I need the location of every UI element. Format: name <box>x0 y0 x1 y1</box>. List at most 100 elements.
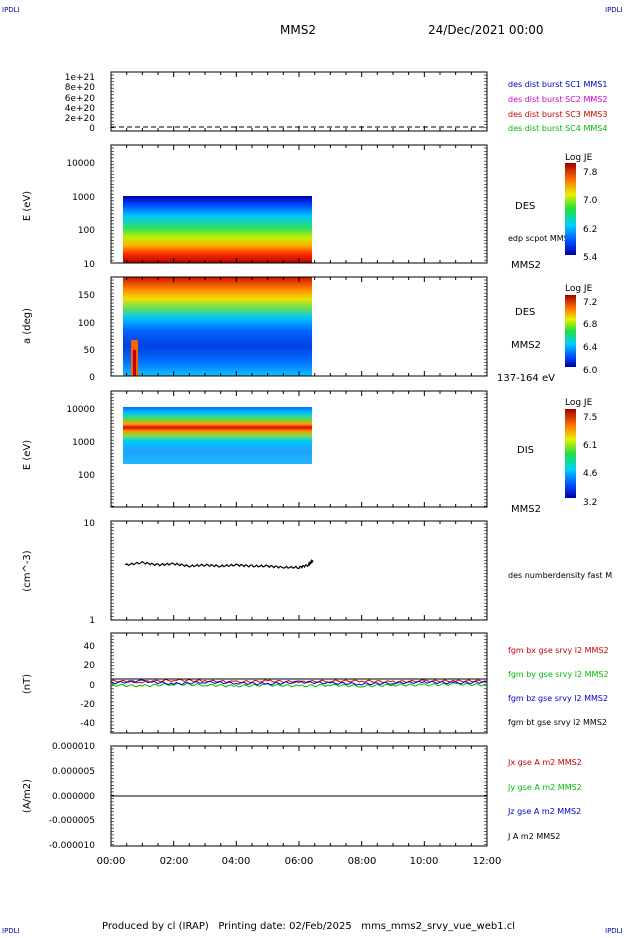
colorbar-tick: 6.2 <box>583 225 597 235</box>
panel-density: (cm^-3) 10 1 des numberdensity fast M <box>22 519 612 626</box>
y-tick-label: 10000 <box>66 405 95 415</box>
y-tick-label: 20 <box>84 661 96 671</box>
legend-jy: Jy gse A m2 MMS2 <box>507 783 582 792</box>
legend-jx: Jx gse A m2 MMS2 <box>507 758 582 767</box>
x-tick-label: 02:00 <box>160 856 189 867</box>
y-tick-label: 1e+21 <box>65 73 95 83</box>
colorbar-tick: 7.2 <box>583 298 597 308</box>
y-tick-label: 6e+20 <box>65 94 96 104</box>
density-trace <box>124 558 314 570</box>
panel-burst-flags: 1e+21 8e+20 6e+20 4e+20 2e+20 0 des dist… <box>65 73 608 134</box>
y-tick-label: 10000 <box>66 159 95 169</box>
legend-sc4: des dist burst SC4 MMS4 <box>508 124 607 133</box>
des-pitch-spectrogram <box>123 277 312 376</box>
y-tick-label: -0.000005 <box>49 816 95 826</box>
panel-des-energy: E (eV) 10000 1000 100 10 DES edp scpot M… <box>22 153 598 271</box>
date-time-title: 24/Dec/2021 00:00 <box>428 23 544 37</box>
y-tick-label: 1000 <box>72 193 95 203</box>
colorbar-title: Log JE <box>565 284 593 294</box>
panel-frame <box>110 520 488 621</box>
spacecraft-label: MMS2 <box>511 504 541 515</box>
y-tick-label: 0 <box>89 373 95 383</box>
legend-density: des numberdensity fast M <box>508 571 612 580</box>
instrument-label: DES <box>515 201 535 212</box>
y-tick-label: -0.000010 <box>49 841 95 851</box>
x-tick-label: 12:00 <box>473 856 502 867</box>
spacecraft-label: MMS2 <box>511 260 541 271</box>
colorbar-tick: 6.0 <box>583 366 598 376</box>
colorbar-title: Log JE <box>565 398 593 408</box>
panel-magnetic-field: (nT) 40 20 0 -20 -40 fgm bx gse srvy l2 … <box>22 642 609 729</box>
spacecraft-title: MMS2 <box>280 23 316 37</box>
bz-trace <box>110 679 488 686</box>
y-tick-label: 4e+20 <box>65 104 96 114</box>
colorbar-tick: 7.0 <box>583 196 598 206</box>
corner-mark-top-right: IPDLI <box>605 6 623 14</box>
y-tick-label: 2e+20 <box>65 114 96 124</box>
y-axis-label: (A/m2) <box>22 779 33 813</box>
y-tick-label: 0 <box>89 124 95 134</box>
colorbar <box>565 163 576 255</box>
corner-mark-bottom-left: IPDLI <box>2 927 20 934</box>
corner-mark-top-left: IPDLI <box>2 6 20 14</box>
colorbar-tick: 6.4 <box>583 343 598 353</box>
colorbar-tick: 6.8 <box>583 320 598 330</box>
colorbar-title: Log JE <box>565 153 593 163</box>
corner-mark-bottom-right: IPDLI <box>605 927 623 934</box>
x-tick-label: 00:00 <box>97 856 126 867</box>
x-axis-tick-labels: 00:00 02:00 04:00 06:00 08:00 10:00 12:0… <box>97 856 502 867</box>
legend-j: J A m2 MMS2 <box>507 832 560 841</box>
pitch-low-angle-feature-core <box>133 350 136 376</box>
instrument-label: DIS <box>517 445 534 456</box>
panel-dis-energy: E (eV) 10000 1000 100 DIS MMS2 Log JE 7.… <box>22 398 598 515</box>
colorbar-tick: 4.6 <box>583 469 598 479</box>
y-tick-label: -40 <box>80 719 95 729</box>
legend-by: fgm by gse srvy l2 MMS2 <box>508 670 609 679</box>
y-axis-label: E (eV) <box>22 191 33 221</box>
y-tick-label: 100 <box>78 226 95 236</box>
instrument-label: DES <box>515 307 535 318</box>
energy-range-label: 137-164 eV <box>497 373 555 384</box>
panel-current-density: (A/m2) 0.000010 0.000005 0.000000 -0.000… <box>22 742 582 851</box>
panel-des-pitch-angle: a (deg) 150 100 50 0 DES MMS2 137-164 eV… <box>22 277 598 384</box>
y-axis-label: (cm^-3) <box>22 550 33 591</box>
y-tick-label: 0.000010 <box>52 742 95 752</box>
x-tick-label: 10:00 <box>410 856 439 867</box>
y-tick-label: 150 <box>78 291 95 301</box>
x-tick-label: 08:00 <box>348 856 377 867</box>
legend-bx: fgm bx gse srvy l2 MMS2 <box>508 646 609 655</box>
footer-credits: Produced by cl (IRAP) Printing date: 02/… <box>102 921 515 932</box>
y-axis-label: E (eV) <box>22 440 33 470</box>
y-tick-label: 10 <box>84 260 96 270</box>
colorbar <box>565 409 576 498</box>
y-tick-label: 0 <box>89 681 95 691</box>
legend-sc2: des dist burst SC2 MMS2 <box>508 95 607 104</box>
data-traces <box>110 558 488 688</box>
x-tick-label: 04:00 <box>222 856 251 867</box>
legend-bt: fgm bt gse srvy l2 MMS2 <box>508 718 607 727</box>
legend-sc3: des dist burst SC3 MMS3 <box>508 110 607 119</box>
by-trace <box>110 682 488 688</box>
y-axis-label: a (deg) <box>22 308 33 344</box>
legend-jz: Jz gse A m2 MMS2 <box>507 807 581 816</box>
bx-trace <box>110 678 488 684</box>
y-tick-label: 100 <box>78 471 95 481</box>
spacecraft-label: MMS2 <box>511 340 541 351</box>
colorbar-tick: 6.1 <box>583 441 597 451</box>
y-tick-label: -20 <box>80 700 95 710</box>
y-tick-label: 0.000005 <box>52 767 95 777</box>
legend-bz: fgm bz gse srvy l2 MMS2 <box>508 694 608 703</box>
y-tick-label: 40 <box>84 642 96 652</box>
colorbar-tick: 5.4 <box>583 253 598 263</box>
legend-sc1: des dist burst SC1 MMS1 <box>508 80 607 89</box>
y-tick-label: 1 <box>89 616 95 626</box>
y-tick-label: 8e+20 <box>65 83 96 93</box>
panel-frames <box>110 71 488 847</box>
colorbar-tick: 7.5 <box>583 413 597 423</box>
y-tick-label: 0.000000 <box>52 792 95 802</box>
y-tick-label: 1000 <box>72 438 95 448</box>
des-energy-spectrogram <box>123 196 312 263</box>
x-tick-label: 06:00 <box>285 856 314 867</box>
